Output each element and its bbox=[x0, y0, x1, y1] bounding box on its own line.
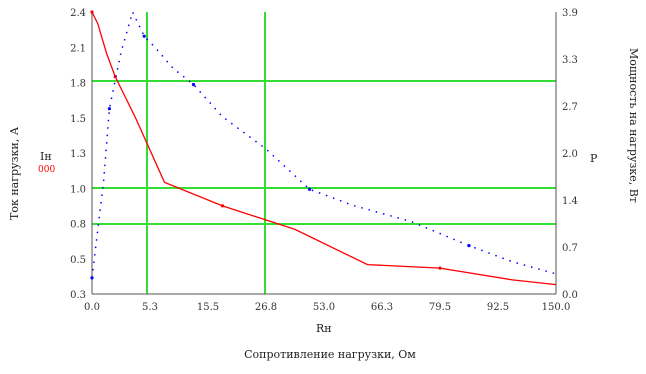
y-left-tick-label: 2.1 bbox=[70, 43, 86, 54]
x-tick-label: 15.5 bbox=[197, 302, 219, 313]
data-point bbox=[142, 34, 146, 38]
grid-lines bbox=[92, 12, 556, 294]
y-left-tick-label: 0.5 bbox=[70, 255, 86, 266]
y-right-tick-label: 0.7 bbox=[562, 243, 578, 254]
y-right-tick-label: 1.4 bbox=[562, 196, 578, 207]
right-marker-label: P bbox=[590, 152, 598, 165]
left-marker-label: Iн bbox=[40, 150, 52, 163]
x-tick-label: 66.3 bbox=[371, 302, 393, 313]
series-layer bbox=[90, 9, 557, 286]
y-right-tick-label: 0.0 bbox=[562, 290, 578, 301]
y-right-tick-label: 3.9 bbox=[562, 8, 578, 19]
data-point bbox=[307, 187, 312, 191]
x-tick-label: 0.0 bbox=[84, 302, 100, 313]
x-tick-label: 5.3 bbox=[142, 302, 158, 313]
x-tick-label: 92.5 bbox=[487, 302, 509, 313]
data-point bbox=[107, 107, 111, 111]
data-point bbox=[467, 244, 471, 248]
y-left-tick-label: 1.8 bbox=[70, 79, 86, 90]
y-left-tick-label: 0.3 bbox=[70, 290, 86, 301]
y-right-tick-label: 3.3 bbox=[562, 55, 578, 66]
y-left-tick-label: 1.5 bbox=[70, 114, 86, 125]
x-tick-label: 26.8 bbox=[255, 302, 277, 313]
series-line-P bbox=[91, 9, 557, 278]
x-axis-title: Сопротивление нагрузки, Ом bbox=[244, 348, 416, 361]
data-point bbox=[90, 276, 94, 280]
data-point bbox=[438, 266, 442, 270]
y-right-tick-label: 2.0 bbox=[562, 149, 578, 160]
right-axis-title: Мощность на нагрузке, Вт bbox=[627, 48, 640, 203]
axes bbox=[91, 12, 557, 295]
tick-labels: 0.0 5.3 15.5 26.8 53.0 66.3 79.5 92.5 150.00.30.… bbox=[70, 8, 578, 313]
axis-markers: Iн 000 P Rн bbox=[38, 150, 598, 335]
y-left-tick-label: 2.4 bbox=[70, 8, 86, 19]
x-tick-label: 53.0 bbox=[313, 302, 335, 313]
y-left-tick-label: 1.0 bbox=[70, 184, 86, 195]
data-point bbox=[90, 10, 94, 14]
data-point bbox=[220, 204, 225, 208]
x-variable-label: Rн bbox=[316, 322, 332, 335]
data-point bbox=[191, 82, 196, 87]
y-left-tick-label: 1.3 bbox=[70, 149, 86, 160]
y-right-tick-label: 2.7 bbox=[562, 102, 578, 113]
left-axis-title: Ток нагрузки, А bbox=[8, 126, 21, 220]
series-line-Iн bbox=[91, 11, 557, 286]
left-marker-sublabel: 000 bbox=[38, 165, 55, 175]
y-left-tick-label: 0.8 bbox=[70, 220, 86, 231]
x-tick-label: 150.0 bbox=[542, 302, 571, 313]
x-tick-label: 79.5 bbox=[429, 302, 451, 313]
